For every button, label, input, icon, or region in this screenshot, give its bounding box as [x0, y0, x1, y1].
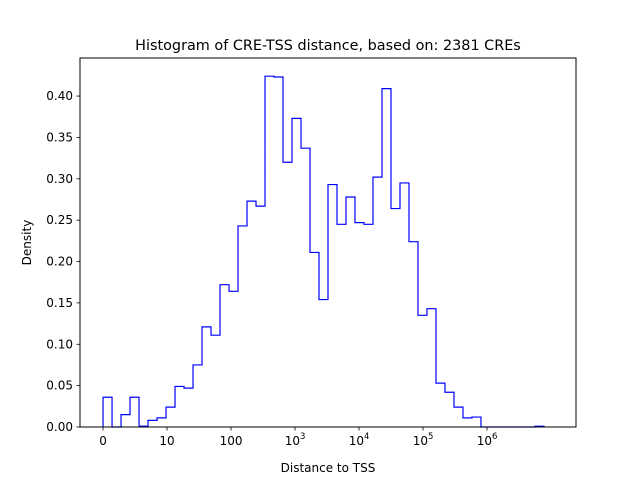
y-tick-label: 0.35 [46, 130, 73, 144]
x-tick-label: 0 [99, 434, 107, 448]
plot-frame [79, 57, 577, 428]
y-axis-label: Density [20, 220, 34, 266]
y-tick-label: 0.40 [46, 89, 73, 103]
x-tick-label: 104 [349, 432, 370, 448]
x-axis-label: Distance to TSS [281, 461, 376, 475]
x-tick-label: 10 [159, 434, 174, 448]
y-tick-label: 0.15 [46, 296, 73, 310]
x-tick-label: 103 [285, 432, 306, 448]
y-tick-label: 0.30 [46, 172, 73, 186]
x-tick-label: 100 [220, 434, 243, 448]
chart-title: Histogram of CRE-TSS distance, based on:… [135, 38, 521, 54]
y-tick-label: 0.25 [46, 213, 73, 227]
x-axis: 0 10 100 103 104 105 106 [99, 427, 497, 448]
y-tick-label: 0.00 [46, 420, 73, 434]
y-tick-label: 0.10 [46, 337, 73, 351]
y-axis: 0.00 0.05 0.10 0.15 0.20 0.25 0.30 0.35 0.40 [46, 89, 80, 434]
x-tick-label: 106 [477, 432, 498, 448]
histogram-step-line [102, 75, 545, 428]
y-tick-label: 0.05 [46, 379, 73, 393]
x-tick-label: 105 [413, 432, 434, 448]
y-tick-label: 0.20 [46, 255, 73, 269]
